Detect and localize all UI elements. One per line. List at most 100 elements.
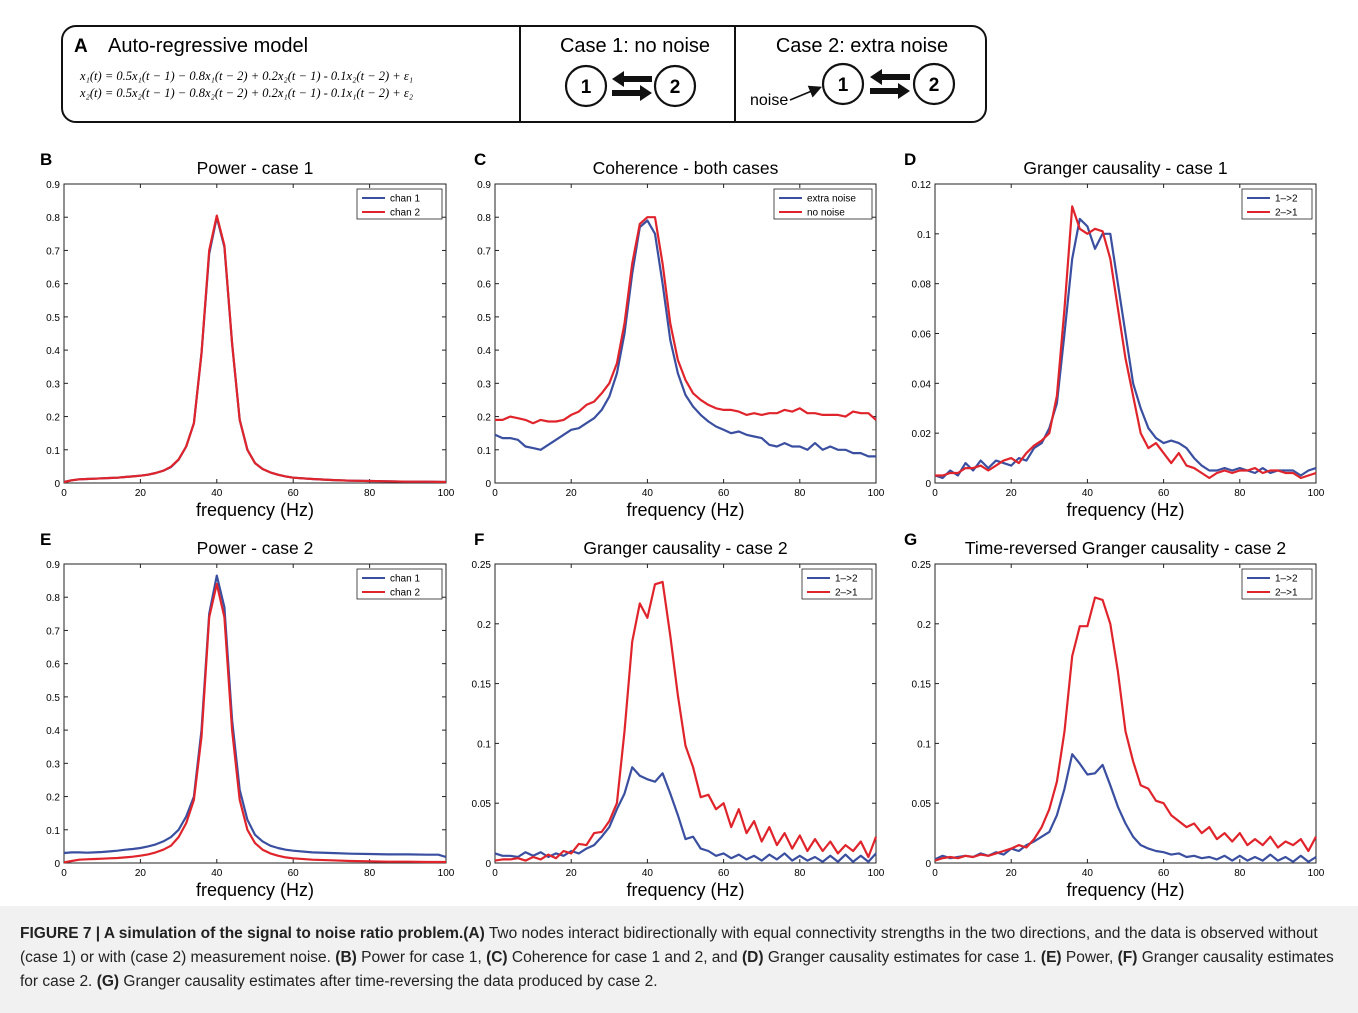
y-tick-label: 0.05 [912,799,932,810]
x-axis-label: frequency (Hz) [626,880,744,900]
chart-e: E Power - case 2 0 20 40 60 80 100 0 0.1 0.2 0.3 0.4… [40,530,455,900]
y-tick-label: 0.4 [46,726,60,737]
x-axis-label: frequency (Hz) [1066,500,1184,520]
y-tick-label: 0.25 [912,560,932,571]
caption-text-d: Granger causality estimates for case 1. [763,949,1041,966]
x-tick-label: 20 [566,868,578,879]
x-tick-label: 0 [932,488,938,499]
x-axis-label: frequency (Hz) [196,880,314,900]
legend-label-1: chan 1 [390,194,420,205]
caption-ref-e: (E) [1040,949,1062,966]
caption-ref-d: (D) [741,949,764,966]
legend-label-2: chan 2 [390,208,420,219]
x-tick-label: 20 [566,488,578,499]
y-tick-label: 0.7 [46,246,60,257]
x-tick-label: 20 [135,868,147,879]
panel-letter: F [474,530,484,549]
y-tick-label: 0.1 [46,446,60,457]
y-tick-label: 0.6 [46,280,60,291]
x-tick-label: 40 [211,488,223,499]
x-tick-label: 60 [1158,488,1170,499]
y-tick-label: 0 [485,479,491,490]
y-tick-label: 0.8 [46,213,60,224]
legend-label-2: 2–>1 [1275,588,1298,599]
x-tick-label: 60 [718,868,730,879]
y-tick-label: 0.25 [472,560,492,571]
case2-title: Case 2: extra noise [776,35,948,57]
case2-node-2-label: 2 [929,75,940,96]
chart-title: Coherence - both cases [593,158,779,178]
case1-node-2 [653,64,697,108]
y-tick-label: 0 [925,859,931,870]
y-tick-label: 0.4 [46,346,60,357]
y-tick-label: 0.1 [917,230,931,241]
panel-letter: E [40,530,51,549]
case2-arrow-right-icon [870,83,910,99]
plot-area [63,563,447,864]
y-tick-label: 0.05 [472,799,492,810]
series-line-2 [494,580,878,862]
x-tick-label: 100 [868,488,885,499]
legend-box [356,568,443,600]
figure-caption: FIGURE 7 | A simulation of the signal to… [0,906,1358,1013]
y-tick-label: 0 [485,859,491,870]
x-tick-label: 80 [794,868,806,879]
panel-a-letter: A [74,36,88,57]
chart-title: Granger causality - case 2 [583,538,787,558]
series-line-2 [63,214,447,484]
chart-title: Power - case 2 [197,538,314,558]
plot-area [494,183,877,484]
legend-box [773,188,873,220]
y-tick-label: 0.7 [477,246,491,257]
charts-layer: B Power - case 1 0 20 40 60 80 100 0 0.1 0.2 0.3 0.4… [40,150,1325,900]
y-tick-label: 0.3 [477,379,491,390]
case1-arrow-right-icon [612,85,652,101]
x-tick-label: 40 [642,488,654,499]
panel-a-frame [61,25,987,123]
x-tick-label: 0 [492,488,498,499]
chart-title: Granger causality - case 1 [1023,158,1227,178]
legend-label-1: chan 1 [390,574,420,585]
noise-label: noise [750,92,788,109]
series-line-1 [934,753,1317,863]
y-tick-label: 0.8 [46,593,60,604]
y-tick-label: 0.2 [917,620,931,631]
x-tick-label: 40 [1082,868,1094,879]
chart-title: Time-reversed Granger causality - case 2 [965,538,1286,558]
caption-text-a: Two nodes interact bidirectionally with … [20,925,1318,966]
y-tick-label: 0.5 [46,313,60,324]
y-tick-label: 0.2 [46,793,60,804]
figure-canvas: A Auto-regressive model x₁(t) = 0.5x₁(t … [40,25,1325,900]
y-tick-label: 0.5 [46,693,60,704]
case1-node-2-label: 2 [670,77,681,98]
caption-ref-a: (A) [463,925,485,942]
legend-box [356,188,443,220]
legend-box [1241,188,1313,220]
x-tick-label: 60 [288,868,300,879]
chart-d: D Granger causality - case 1 0 20 40 60 80 100 0… [904,150,1325,520]
series-line-1 [63,574,447,859]
x-tick-label: 0 [492,868,498,879]
legend-label-1: 1–>2 [835,574,858,585]
x-tick-label: 20 [1006,488,1018,499]
case1-node-1 [564,64,608,108]
caption-ref-f: (F) [1117,949,1138,966]
y-tick-label: 0.1 [917,739,931,750]
plot-area [934,563,1317,864]
case1-node-1-label: 1 [581,77,592,98]
y-tick-label: 0.6 [477,280,491,291]
y-tick-label: 0.06 [912,330,932,341]
x-tick-label: 100 [1308,868,1325,879]
chart-b: B Power - case 1 0 20 40 60 80 100 0 0.1 0.2 0.3 0.4… [40,150,455,520]
y-tick-label: 0.5 [477,313,491,324]
series-line-1 [494,219,876,458]
y-tick-label: 0.08 [912,280,932,291]
x-tick-label: 60 [718,488,730,499]
case2-node-2 [912,62,956,106]
caption-text-g: Granger causality estimates after time-r… [119,973,658,990]
x-tick-label: 80 [364,868,376,879]
y-tick-label: 0.1 [477,446,491,457]
x-tick-label: 20 [1006,868,1018,879]
x-axis-label: frequency (Hz) [196,500,314,520]
x-axis-label: frequency (Hz) [626,500,744,520]
